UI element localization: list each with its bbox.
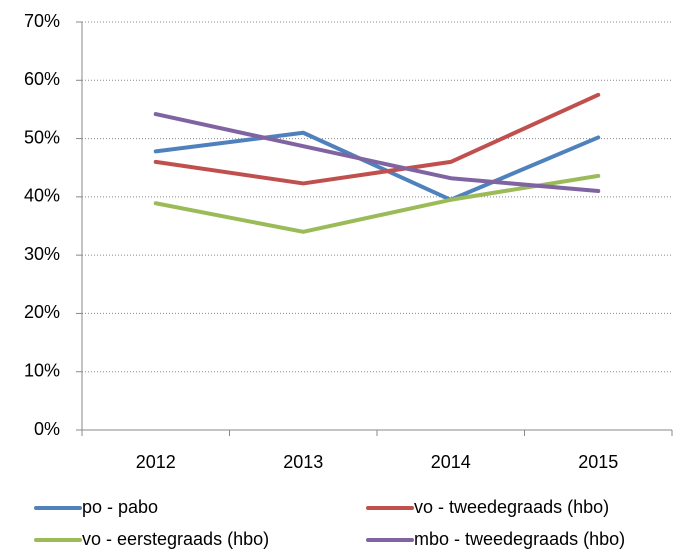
y-tick-label: 40% bbox=[24, 186, 60, 206]
series-line bbox=[153, 112, 601, 194]
y-tick-label: 60% bbox=[24, 69, 60, 89]
x-tick-label: 2015 bbox=[578, 452, 618, 472]
legend-label: vo - eerstegraads (hbo) bbox=[82, 529, 269, 549]
x-tick-label: 2013 bbox=[283, 452, 323, 472]
legend-label: mbo - tweedegraads (hbo) bbox=[414, 529, 625, 549]
legend-label: po - pabo bbox=[82, 497, 158, 517]
x-tick-label: 2012 bbox=[136, 452, 176, 472]
y-tick-label: 70% bbox=[24, 11, 60, 31]
series-line bbox=[153, 130, 601, 202]
y-tick-label: 50% bbox=[24, 127, 60, 147]
y-tick-label: 0% bbox=[34, 419, 60, 439]
y-tick-label: 10% bbox=[24, 360, 60, 380]
series-line bbox=[153, 92, 601, 186]
y-tick-label: 30% bbox=[24, 244, 60, 264]
y-tick-label: 20% bbox=[24, 302, 60, 322]
legend-label: vo - tweedegraads (hbo) bbox=[414, 497, 609, 517]
x-tick-label: 2014 bbox=[431, 452, 471, 472]
series-line bbox=[153, 173, 601, 234]
